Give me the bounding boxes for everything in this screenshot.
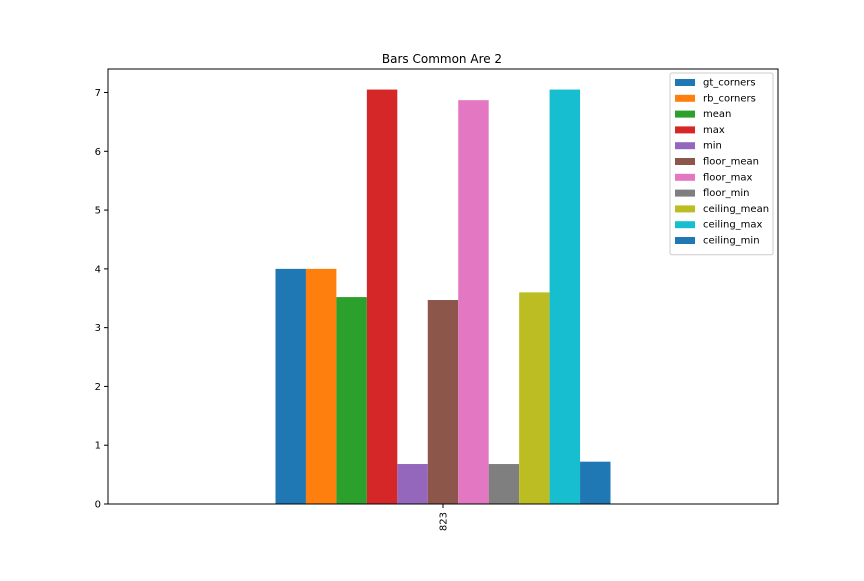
legend-swatch [675, 173, 695, 181]
y-tick-label: 4 [95, 264, 101, 275]
legend-label: floor_max [703, 172, 753, 183]
y-tick-label: 7 [95, 88, 101, 99]
legend-label: max [703, 125, 725, 136]
x-tick-label: 823 [439, 512, 450, 531]
legend-swatch [675, 79, 695, 86]
legend-label: rb_corners [703, 93, 756, 104]
legend-label: floor_min [703, 188, 750, 199]
y-tick-label: 2 [95, 382, 101, 393]
bar-ceiling-max [549, 89, 581, 504]
legend-swatch [675, 189, 695, 197]
legend-label: min [703, 141, 722, 152]
bar-min [397, 464, 428, 504]
bar-max [366, 89, 398, 504]
legend-swatch [675, 126, 695, 134]
legend-label: ceiling_max [703, 220, 763, 231]
legend-label: gt_corners [703, 78, 756, 89]
y-tick-label: 5 [95, 206, 101, 217]
legend-label: ceiling_min [703, 236, 760, 247]
bar-mean [336, 297, 367, 504]
legend-swatch [675, 237, 695, 244]
y-tick-label: 0 [95, 500, 101, 511]
legend-swatch [675, 158, 695, 165]
legend-box [669, 72, 774, 256]
bar-gt-corners [275, 268, 306, 504]
legend-swatch [675, 110, 695, 118]
bar-floor-mean [427, 300, 459, 504]
y-tick-label: 1 [95, 441, 101, 452]
bar-rb-corners [305, 268, 337, 504]
y-tick-label: 6 [95, 147, 101, 158]
legend-swatch [675, 94, 695, 102]
legend-swatch [675, 205, 695, 213]
legend-label: ceiling_mean [703, 204, 769, 215]
bar-floor-min [488, 464, 520, 504]
chart-title: Bars Common Are 2 [382, 52, 502, 66]
legend-swatch [675, 221, 695, 229]
bars-layer [275, 89, 611, 504]
axes-layer: 0 1 2 3 4 5 6 7 823 [95, 68, 779, 531]
legend-label: floor_mean [703, 157, 759, 168]
bar-ceiling-mean [519, 292, 550, 504]
bar-floor-max [458, 100, 489, 504]
bar-ceiling-min [580, 461, 611, 504]
legend-label: mean [703, 109, 731, 120]
legend-swatch [675, 142, 695, 150]
y-tick-label: 3 [95, 323, 101, 334]
